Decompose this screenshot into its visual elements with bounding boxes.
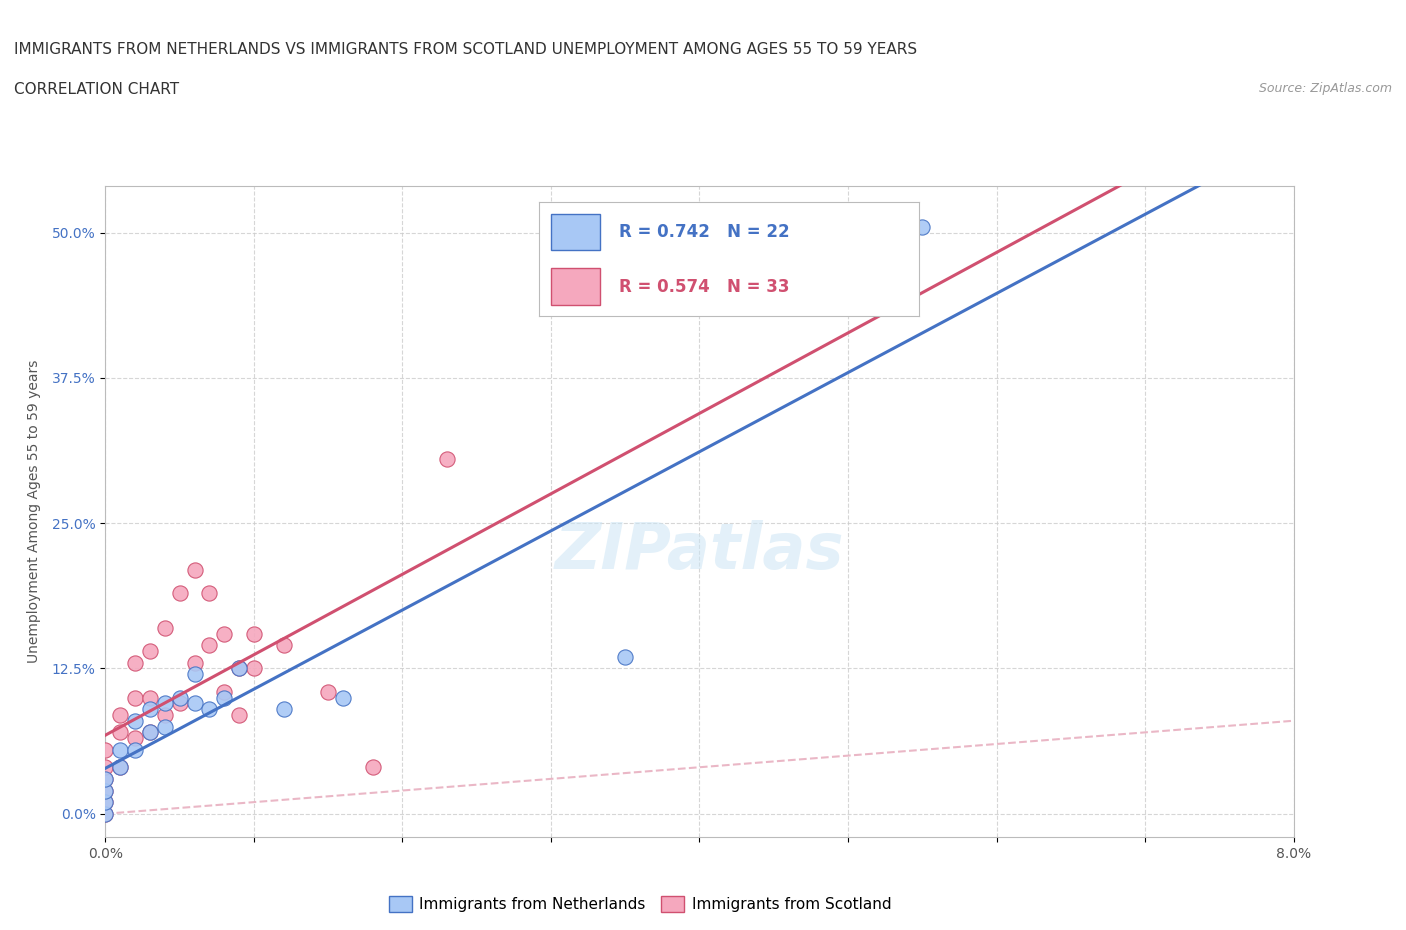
Point (124, 690, 146, 705)
Point (153, 719, 176, 734)
Point (124, 742, 146, 757)
Point (153, 708, 176, 723)
Point (94, 794, 117, 809)
Point (153, 696, 176, 711)
Point (94, 783, 117, 798)
Point (124, 713, 146, 728)
Point (228, 661, 250, 676)
Point (436, 452, 458, 467)
Text: IMMIGRANTS FROM NETHERLANDS VS IMMIGRANTS FROM SCOTLAND UNEMPLOYMENT AMONG AGES : IMMIGRANTS FROM NETHERLANDS VS IMMIGRANT… (14, 42, 917, 57)
Point (198, 702, 221, 717)
Point (243, 626, 266, 641)
Point (139, 690, 162, 705)
Point (94, 783, 117, 798)
Point (110, 742, 132, 757)
Point (614, 649, 637, 664)
Point (183, 656, 205, 671)
Point (139, 702, 162, 717)
Point (110, 760, 132, 775)
Y-axis label: Unemployment Among Ages 55 to 59 years: Unemployment Among Ages 55 to 59 years (27, 360, 41, 663)
Text: ZIPatlas: ZIPatlas (555, 520, 844, 581)
Point (228, 661, 250, 676)
Text: Source: ZipAtlas.com: Source: ZipAtlas.com (1258, 82, 1392, 95)
Point (169, 586, 191, 601)
Point (169, 690, 191, 705)
Point (183, 562, 205, 577)
Point (153, 620, 176, 635)
Point (94, 742, 117, 757)
Point (124, 731, 146, 746)
Point (361, 760, 384, 775)
Point (94, 806, 117, 821)
Point (273, 638, 295, 653)
Point (169, 696, 191, 711)
Text: CORRELATION CHART: CORRELATION CHART (14, 82, 179, 97)
Point (198, 586, 221, 601)
Point (214, 684, 236, 699)
Point (94, 772, 117, 787)
Point (316, 684, 339, 699)
Point (139, 725, 162, 740)
Point (94, 760, 117, 775)
Point (94, 772, 117, 787)
Point (911, 219, 934, 234)
Point (214, 690, 236, 705)
Point (183, 667, 205, 682)
Point (273, 702, 295, 717)
Point (94, 806, 117, 821)
Point (139, 725, 162, 740)
Point (183, 696, 205, 711)
Point (198, 638, 221, 653)
Point (214, 626, 236, 641)
Point (110, 760, 132, 775)
Point (110, 725, 132, 740)
Legend: Immigrants from Netherlands, Immigrants from Scotland: Immigrants from Netherlands, Immigrants … (382, 890, 897, 919)
Point (110, 708, 132, 723)
Point (139, 644, 162, 658)
Point (228, 708, 250, 723)
Point (94, 794, 117, 809)
Point (124, 656, 146, 671)
Point (332, 690, 354, 705)
Point (243, 661, 266, 676)
